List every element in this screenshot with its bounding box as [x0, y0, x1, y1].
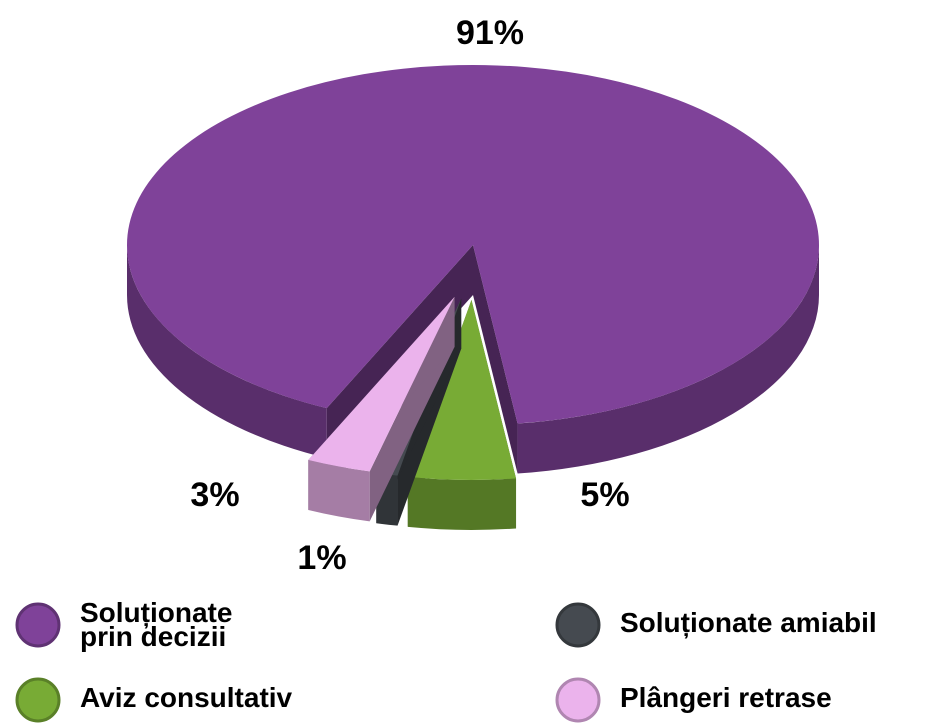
legend-label: Soluționate amiabil — [620, 607, 877, 638]
slice-side — [407, 476, 517, 530]
value-label: 5% — [580, 476, 629, 514]
slice-side — [308, 459, 370, 522]
value-label: 3% — [190, 476, 239, 514]
slice-top — [127, 65, 820, 424]
legend-swatch — [15, 677, 61, 723]
slice-wall — [473, 245, 518, 474]
slice — [308, 296, 455, 522]
legend-swatch — [555, 677, 601, 723]
legend-swatch — [15, 602, 61, 648]
legend-swatch — [555, 602, 601, 648]
slice-top — [308, 296, 455, 472]
slice-top — [407, 299, 517, 480]
legend-label: Soluționate prin decizii — [80, 597, 233, 652]
slice-side — [517, 245, 819, 474]
legend-label: Plângeri retrase — [620, 682, 832, 713]
slice-side — [127, 245, 327, 459]
value-label: 1% — [297, 539, 346, 577]
value-label: 91% — [456, 14, 524, 52]
legend-label: Aviz consultativ — [80, 682, 293, 713]
